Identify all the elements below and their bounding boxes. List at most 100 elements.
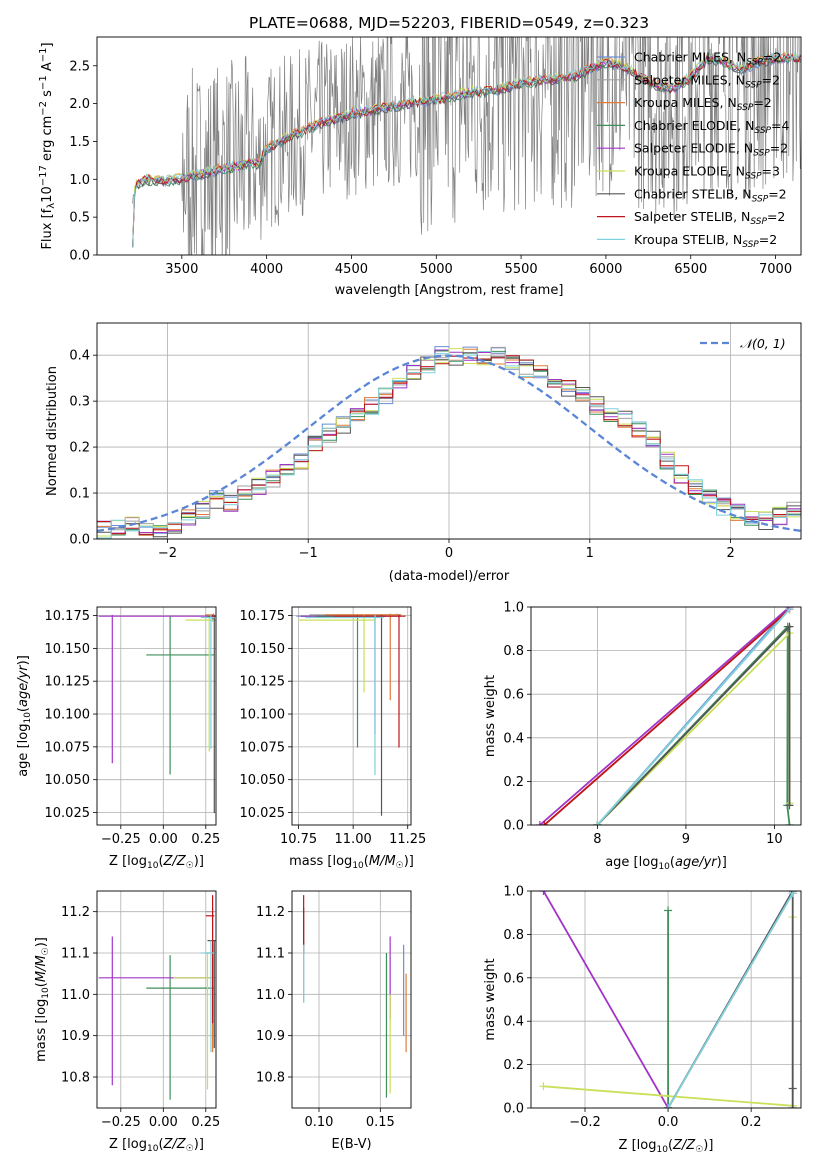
axes-frame [291, 890, 412, 1109]
x-tick-label: 0.10 [305, 1115, 334, 1130]
panel-age-vs-mass: 10.75 11.00 11.25 10.025 10.050 10.075 10.100 1… [240, 606, 426, 871]
x-tick-label: 0.15 [366, 1115, 395, 1130]
x-tick-label: 2 [726, 546, 734, 561]
legend-label: Chabrier STELIB, NSSP=2 [634, 186, 787, 204]
x-tick-label: 4000 [250, 262, 283, 277]
y-tick-label: 10.100 [45, 708, 91, 723]
x-axis-label: mass [log10(M/M☉)] [289, 854, 414, 871]
weight-marker [785, 622, 794, 631]
weight-marker [535, 821, 544, 825]
y-tick-label: 0.4 [69, 349, 90, 364]
legend: Chabrier MILES, NSSP=2 Salpeter MILES, NS… [597, 50, 789, 250]
y-tick-label: 10.050 [240, 773, 286, 788]
y-tick-label: 10.175 [240, 609, 286, 624]
x-tick-label: 0.25 [191, 832, 220, 847]
x-tick-label: 0.00 [149, 832, 178, 847]
y-tick-label: 10.150 [240, 642, 286, 657]
y-tick-label: 11.2 [256, 905, 285, 920]
legend-label: Salpeter ELODIE, NSSP=2 [634, 141, 788, 159]
y-tick-label: 0.2 [69, 441, 90, 456]
y-tick-label: 0.2 [503, 1058, 524, 1073]
x-tick-label: 7000 [759, 262, 792, 277]
y-tick-label: 10.175 [45, 609, 91, 624]
legend: 𝒩(0, 1) [700, 336, 786, 351]
y-axis-label: mass [log10(M/M☉)] [34, 937, 51, 1062]
legend-label: Chabrier MILES, NSSP=2 [634, 50, 781, 68]
x-tick-label: −0.2 [569, 1115, 601, 1130]
y-tick-label: 10.050 [45, 773, 91, 788]
y-tick-label: 0.8 [503, 928, 524, 943]
weight-line-salpeter-elodie [542, 891, 669, 1108]
y-tick-label: 0.2 [503, 775, 524, 790]
x-tick-label: −1 [299, 546, 318, 561]
y-tick-label: 11.2 [61, 905, 90, 920]
x-axis-label: (data-model)/error [389, 569, 510, 584]
plot-area [303, 895, 407, 1098]
weight-marker [788, 1104, 797, 1108]
y-tick-label: 10.025 [45, 806, 91, 821]
y-tick-label: 11.0 [61, 988, 90, 1003]
y-axis-label: age [log10(age/yr)] [16, 655, 33, 777]
x-tick-label: 6000 [589, 262, 622, 277]
legend-label: Kroupa ELODIE, NSSP=3 [634, 164, 780, 182]
legend-label: Salpeter STELIB, NSSP=2 [634, 209, 785, 227]
x-axis-label: E(B-V) [331, 1137, 371, 1152]
weight-marker [785, 607, 794, 614]
y-tick-label: 0.4 [503, 731, 524, 746]
axes-frame [96, 36, 802, 256]
x-tick-label: 0.00 [149, 1115, 178, 1130]
panel-weight-vs-Z: −0.2 0.0 0.2 0.0 0.2 0.4 0.6 0.8 1.0 Z [log10(Z/Z… [483, 885, 802, 1155]
axes-frame [530, 606, 802, 826]
model-line-salpeter-stelib [132, 53, 801, 248]
axes-frame [96, 322, 802, 540]
y-tick-label: 11.1 [61, 947, 90, 962]
y-tick-label: 0.0 [69, 533, 90, 548]
legend-label: 𝒩(0, 1) [740, 336, 786, 351]
histogram-salpeter-stelib [97, 355, 801, 535]
x-tick-label: 0.2 [741, 1115, 762, 1130]
model-line-kroupa-stelib [132, 50, 801, 248]
x-tick-label: 0.25 [191, 1115, 220, 1130]
histogram-kroupa-stelib [97, 351, 801, 539]
weight-marker [664, 1104, 673, 1108]
y-tick-label: 0.5 [69, 211, 90, 226]
observed-spectrum-line [132, 37, 801, 255]
x-tick-label: 10.75 [280, 832, 317, 847]
x-tick-label: 5000 [420, 262, 453, 277]
weight-marker [788, 1084, 797, 1093]
axes-frame [96, 890, 217, 1109]
y-tick-label: 0.6 [503, 688, 524, 703]
chart-title: PLATE=0688, MJD=52203, FIBERID=0549, z=0… [249, 14, 649, 32]
x-tick-label: 3500 [165, 262, 198, 277]
weight-line-salpeter-elodie [539, 607, 791, 825]
y-tick-label: 0.1 [69, 487, 90, 502]
axes-frame [96, 606, 217, 826]
x-tick-label: 6500 [674, 262, 707, 277]
y-tick-label: 0.0 [503, 1102, 524, 1117]
plot-area [296, 613, 406, 816]
y-tick-label: 2.0 [69, 97, 90, 112]
weight-line-kroupa-stelib [596, 608, 791, 825]
legend-label: Kroupa MILES, NSSP=2 [634, 95, 772, 113]
x-axis-label: wavelength [Angstrom, rest frame] [335, 283, 564, 298]
weight-marker [593, 821, 602, 825]
panel-spectrum: 3500 4000 4500 5000 5500 6000 6500 7000 0.0 0.5 1.… [38, 14, 802, 298]
legend-label: Salpeter MILES, NSSP=2 [634, 72, 780, 90]
x-tick-label: −2 [158, 546, 177, 561]
y-tick-label: 1.0 [69, 173, 90, 188]
y-tick-label: 10.9 [256, 1029, 285, 1044]
panel-weight-vs-age: 8 9 10 0.0 0.2 0.4 0.6 0.8 1.0 age [log10(age/yr)… [483, 601, 802, 872]
x-tick-label: 4500 [335, 262, 368, 277]
plot-area [98, 895, 216, 1100]
x-axis-label: Z [log10(Z/Z☉)] [109, 1137, 204, 1154]
y-tick-label: 2.5 [69, 59, 90, 74]
weight-marker [539, 1082, 548, 1091]
legend-label: Chabrier ELODIE, NSSP=4 [634, 118, 789, 136]
y-tick-label: 11.0 [256, 988, 285, 1003]
y-tick-label: 0.8 [503, 644, 524, 659]
x-tick-label: −0.25 [101, 1115, 141, 1130]
y-tick-label: 10.150 [45, 642, 91, 657]
y-axis-label: mass weight [483, 958, 498, 1040]
x-tick-label: 10 [766, 832, 783, 847]
plot-area [98, 613, 216, 814]
